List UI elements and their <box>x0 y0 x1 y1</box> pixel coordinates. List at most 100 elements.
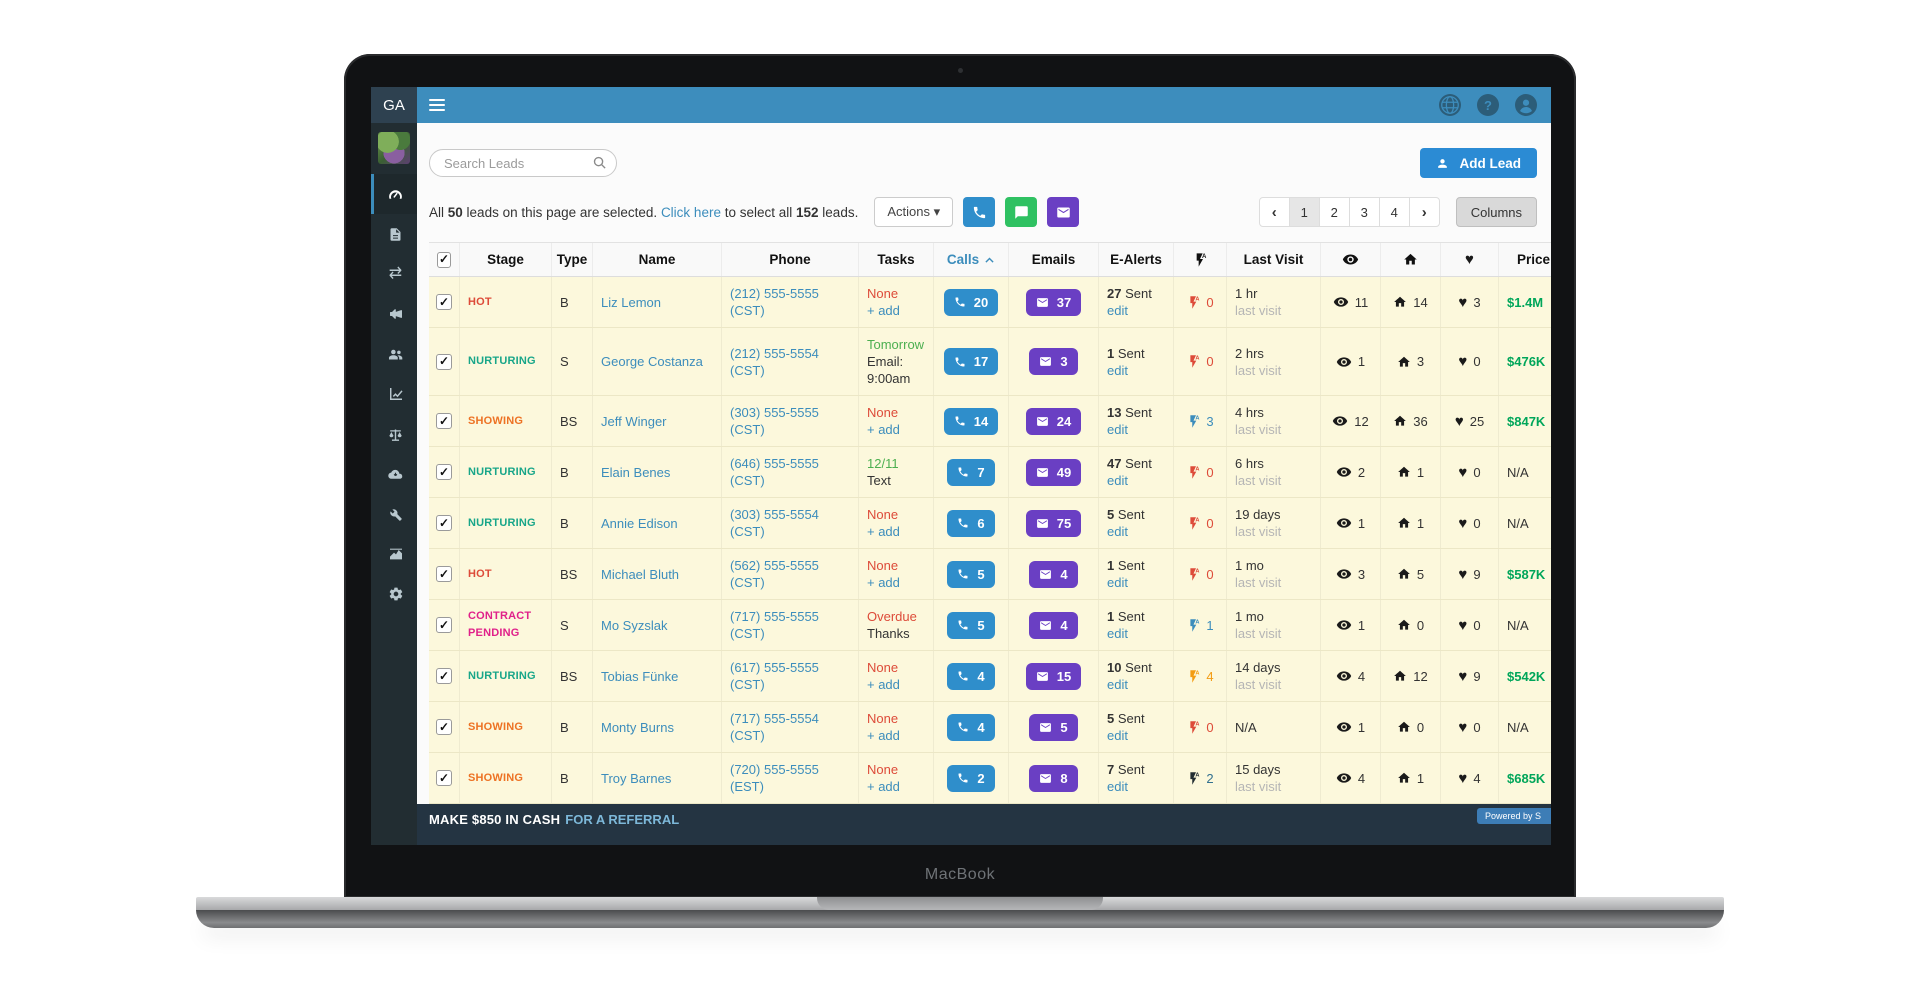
sidebar-item-transfers[interactable]: ⇄ <box>371 254 417 294</box>
task-detail[interactable]: + add <box>867 677 900 692</box>
help-icon[interactable]: ? <box>1477 94 1499 116</box>
lead-phone-link[interactable]: (617) 555-5555 (CST) <box>730 660 819 692</box>
ealerts-edit-link[interactable]: edit <box>1107 779 1128 794</box>
row-checkbox[interactable]: ✓ <box>436 668 452 684</box>
actions-dropdown[interactable]: Actions ▾ <box>874 197 954 227</box>
header-homes[interactable] <box>1381 243 1441 276</box>
page-next-button[interactable]: › <box>1408 197 1440 227</box>
sidebar-item-dashboard[interactable] <box>371 174 417 214</box>
calls-button[interactable]: 7 <box>947 458 995 486</box>
calls-button[interactable]: 5 <box>947 611 995 639</box>
row-checkbox[interactable]: ✓ <box>436 413 452 429</box>
lead-phone-link[interactable]: (717) 555-5555 (CST) <box>730 609 819 641</box>
task-detail[interactable]: + add <box>867 303 900 318</box>
calls-button[interactable]: 14 <box>943 407 999 435</box>
lead-phone-link[interactable]: (212) 555-5555 (CST) <box>730 286 819 318</box>
task-detail[interactable]: Text <box>867 473 891 488</box>
task-detail[interactable]: + add <box>867 728 900 743</box>
last-visit-link[interactable]: last visit <box>1235 677 1282 692</box>
add-lead-button[interactable]: Add Lead <box>1420 148 1537 178</box>
ealerts-edit-link[interactable]: edit <box>1107 422 1128 437</box>
lead-name-link[interactable]: Jeff Winger <box>601 413 667 429</box>
row-checkbox[interactable]: ✓ <box>436 294 452 310</box>
header-stage[interactable]: Stage <box>460 243 552 276</box>
calls-button[interactable]: 5 <box>947 560 995 588</box>
sidebar-item-reports[interactable] <box>371 534 417 574</box>
ealerts-edit-link[interactable]: edit <box>1107 677 1128 692</box>
hamburger-menu-icon[interactable] <box>417 87 457 123</box>
header-favorites[interactable]: ♥ <box>1441 243 1499 276</box>
globe-icon[interactable] <box>1439 94 1461 116</box>
bulk-call-button[interactable] <box>963 197 996 227</box>
lead-name-link[interactable]: Elain Benes <box>601 464 671 480</box>
bulk-email-button[interactable] <box>1047 197 1080 227</box>
powered-by-badge[interactable]: Powered by S <box>1476 808 1551 824</box>
sidebar-item-tools[interactable] <box>371 494 417 534</box>
last-visit-link[interactable]: last visit <box>1235 779 1282 794</box>
ealerts-edit-link[interactable]: edit <box>1107 575 1128 590</box>
sidebar-item-trends[interactable] <box>371 374 417 414</box>
row-checkbox[interactable]: ✓ <box>436 515 452 531</box>
search-input[interactable] <box>429 149 617 177</box>
header-flash-auto[interactable]: A <box>1174 243 1227 276</box>
last-visit-link[interactable]: last visit <box>1235 626 1282 641</box>
lead-phone-link[interactable]: (562) 555-5555 (CST) <box>730 558 819 590</box>
calls-button[interactable]: 17 <box>943 348 999 375</box>
header-ealerts[interactable]: E-Alerts <box>1099 243 1174 276</box>
emails-button[interactable]: 4 <box>1029 611 1078 639</box>
lead-phone-link[interactable]: (303) 555-5555 (CST) <box>730 405 819 437</box>
search-icon[interactable] <box>592 155 607 173</box>
emails-button[interactable]: 15 <box>1025 662 1082 690</box>
header-views[interactable] <box>1321 243 1381 276</box>
header-emails[interactable]: Emails <box>1009 243 1099 276</box>
header-type[interactable]: Type <box>552 243 593 276</box>
calls-button[interactable]: 6 <box>947 509 995 537</box>
ealerts-edit-link[interactable]: edit <box>1107 473 1128 488</box>
emails-button[interactable]: 5 <box>1029 713 1078 741</box>
task-detail[interactable]: + add <box>867 779 900 794</box>
lead-phone-link[interactable]: (720) 555-5555 (EST) <box>730 762 819 794</box>
lead-name-link[interactable]: George Costanza <box>601 354 703 369</box>
user-profile-icon[interactable] <box>1515 94 1537 116</box>
header-tasks[interactable]: Tasks <box>859 243 934 276</box>
lead-name-link[interactable]: Mo Syzslak <box>601 617 668 633</box>
sidebar-item-settings[interactable] <box>371 574 417 614</box>
task-detail[interactable]: Email: 9:00am <box>867 354 911 386</box>
ealerts-edit-link[interactable]: edit <box>1107 362 1128 378</box>
emails-button[interactable]: 24 <box>1025 407 1082 435</box>
lead-name-link[interactable]: Annie Edison <box>601 515 678 531</box>
lead-phone-link[interactable]: (303) 555-5554 (CST) <box>730 507 819 539</box>
ealerts-edit-link[interactable]: edit <box>1107 524 1128 539</box>
sidebar-item-cloud-backup[interactable] <box>371 454 417 494</box>
sidebar-item-contacts[interactable] <box>371 334 417 374</box>
lead-name-link[interactable]: Troy Barnes <box>601 770 672 786</box>
sidebar-item-compare[interactable] <box>371 414 417 454</box>
emails-button[interactable]: 75 <box>1025 509 1082 537</box>
last-visit-link[interactable]: last visit <box>1235 422 1282 437</box>
ealerts-edit-link[interactable]: edit <box>1107 626 1128 641</box>
page-2-button[interactable]: 2 <box>1318 197 1350 227</box>
sidebar-item-campaigns[interactable] <box>371 294 417 334</box>
task-detail[interactable]: Thanks <box>867 626 910 641</box>
last-visit-link[interactable]: last visit <box>1235 524 1282 539</box>
last-visit-link[interactable]: last visit <box>1235 303 1282 318</box>
task-detail[interactable]: + add <box>867 575 900 590</box>
header-last-visit[interactable]: Last Visit <box>1227 243 1321 276</box>
task-detail[interactable]: + add <box>867 422 900 437</box>
calls-button[interactable]: 20 <box>943 288 999 316</box>
app-logo[interactable]: GA <box>371 87 417 123</box>
page-3-button[interactable]: 3 <box>1348 197 1380 227</box>
page-4-button[interactable]: 4 <box>1378 197 1410 227</box>
select-all-link[interactable]: Click here <box>660 204 721 220</box>
row-checkbox[interactable]: ✓ <box>436 617 452 633</box>
select-all-checkbox[interactable]: ✓ <box>437 251 451 268</box>
emails-button[interactable]: 37 <box>1025 288 1082 316</box>
page-prev-button[interactable]: ‹ <box>1258 197 1290 227</box>
header-calls-sorted[interactable]: Calls <box>934 243 1009 276</box>
user-avatar[interactable] <box>378 132 410 164</box>
row-checkbox[interactable]: ✓ <box>436 770 452 786</box>
calls-button[interactable]: 4 <box>947 713 995 741</box>
row-checkbox[interactable]: ✓ <box>436 719 452 735</box>
last-visit-link[interactable]: last visit <box>1235 362 1282 378</box>
row-checkbox[interactable]: ✓ <box>436 353 452 370</box>
